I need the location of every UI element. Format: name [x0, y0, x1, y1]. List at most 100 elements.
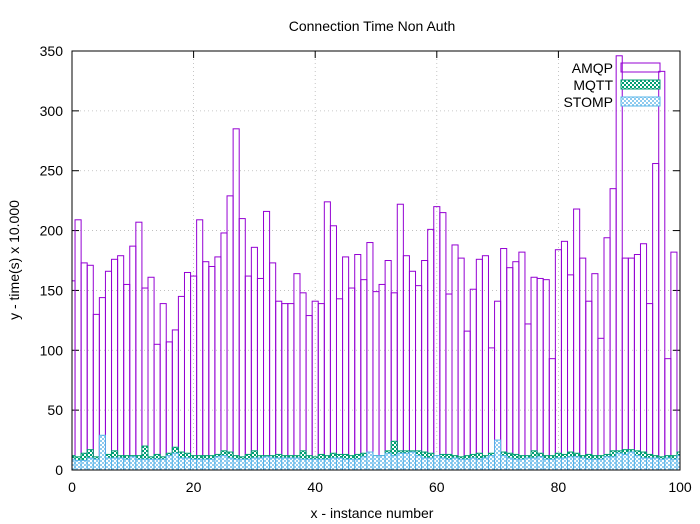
bar-stomp	[256, 457, 265, 470]
bar-amqp	[208, 265, 216, 470]
bar-amqp	[305, 315, 313, 470]
bar-amqp	[567, 274, 575, 470]
bar-stomp	[518, 458, 526, 470]
legend-label-mqtt: MQTT	[573, 77, 613, 93]
bar-amqp	[408, 270, 417, 470]
x-tick-label: 100	[668, 479, 692, 495]
bar-amqp	[348, 287, 356, 470]
x-axis-label: x - instance number	[311, 505, 434, 521]
bar-amqp	[603, 237, 611, 470]
bar-stomp	[433, 455, 441, 470]
bar-amqp	[360, 279, 368, 470]
y-tick-label: 100	[40, 342, 64, 358]
bar-amqp	[633, 254, 641, 470]
bar-stomp	[135, 458, 143, 470]
legend-swatch-mqtt	[620, 79, 661, 90]
bar-amqp	[165, 341, 173, 470]
y-tick-label: 250	[40, 163, 64, 179]
bar-stomp	[129, 456, 137, 470]
y-tick-label: 300	[40, 103, 64, 119]
bar-stomp	[348, 458, 356, 470]
legend-label-stomp: STOMP	[563, 94, 613, 110]
bar-amqp	[652, 163, 660, 470]
grid	[71, 50, 681, 471]
tick-labels: 0 50 100 150 200 250 300 350 0 20 40 60 80 100	[40, 43, 692, 495]
bar-amqp	[135, 221, 143, 470]
bar-amqp	[609, 188, 617, 470]
bar-stomp	[354, 458, 362, 470]
bar-amqp	[226, 195, 234, 470]
bar-stomp	[202, 458, 210, 470]
bar-stomp	[415, 455, 423, 470]
bar-stomp	[111, 457, 119, 470]
bar-stomp	[579, 457, 587, 470]
bar-amqp	[548, 358, 556, 470]
bar-stomp	[390, 455, 398, 470]
bar-amqp	[104, 270, 113, 470]
bars	[72, 55, 680, 470]
bar-amqp	[129, 245, 137, 470]
bar-amqp	[117, 255, 125, 470]
bar-stomp	[463, 458, 471, 470]
bar-amqp	[281, 303, 289, 470]
bar-amqp	[427, 228, 435, 470]
bar-stomp	[329, 457, 337, 470]
bar-amqp	[372, 291, 380, 470]
bar-amqp	[597, 337, 605, 470]
bar-stomp	[621, 453, 629, 470]
bar-amqp	[445, 293, 453, 470]
bar-stomp	[141, 458, 149, 470]
bar-stomp	[481, 457, 489, 470]
bar-stomp	[603, 456, 611, 470]
bar-amqp	[621, 257, 629, 470]
bar-stomp	[536, 456, 544, 470]
bar-stomp	[214, 456, 222, 470]
bar-stomp	[542, 458, 550, 470]
bar-stomp	[652, 457, 660, 470]
bar-amqp	[506, 267, 514, 470]
bar-amqp	[220, 232, 228, 470]
bar-stomp	[147, 458, 155, 470]
bar-stomp	[311, 458, 319, 470]
bar-amqp	[627, 257, 635, 470]
x-tick-label: 40	[307, 479, 323, 495]
bar-stomp	[226, 457, 234, 470]
bar-stomp	[208, 458, 216, 470]
y-tick-label: 200	[40, 223, 64, 239]
bar-stomp	[615, 452, 623, 470]
bar-amqp	[111, 258, 119, 470]
bar-stomp	[80, 459, 88, 470]
bar-amqp	[415, 285, 423, 470]
bar-stomp	[670, 458, 678, 470]
bar-amqp	[433, 206, 441, 470]
bar-stomp	[445, 458, 453, 470]
bar-stomp	[238, 458, 246, 470]
bar-amqp	[481, 255, 489, 470]
bar-amqp	[573, 208, 581, 470]
bar-amqp	[475, 258, 483, 470]
bar-stomp	[323, 458, 331, 470]
bar-stomp	[408, 451, 417, 470]
bar-stomp	[500, 455, 508, 470]
bar-stomp	[360, 456, 368, 470]
bar-stomp	[244, 458, 252, 470]
bar-amqp	[639, 243, 648, 470]
bar-stomp	[263, 456, 271, 470]
bar-amqp	[299, 292, 307, 470]
bar-amqp	[579, 257, 587, 470]
bar-stomp	[627, 451, 635, 470]
bar-amqp	[518, 251, 526, 470]
bar-amqp	[123, 283, 131, 470]
bar-stomp	[281, 457, 289, 470]
bar-stomp	[372, 455, 380, 470]
bar-amqp	[250, 246, 258, 470]
bar-stomp	[190, 458, 198, 470]
bar-amqp	[463, 330, 471, 470]
bar-stomp	[196, 458, 204, 470]
bar-stomp	[585, 458, 593, 470]
bar-amqp	[269, 262, 277, 470]
bar-amqp	[244, 275, 252, 470]
bar-amqp	[238, 218, 246, 470]
bar-amqp	[153, 343, 161, 470]
bar-stomp	[92, 458, 100, 470]
